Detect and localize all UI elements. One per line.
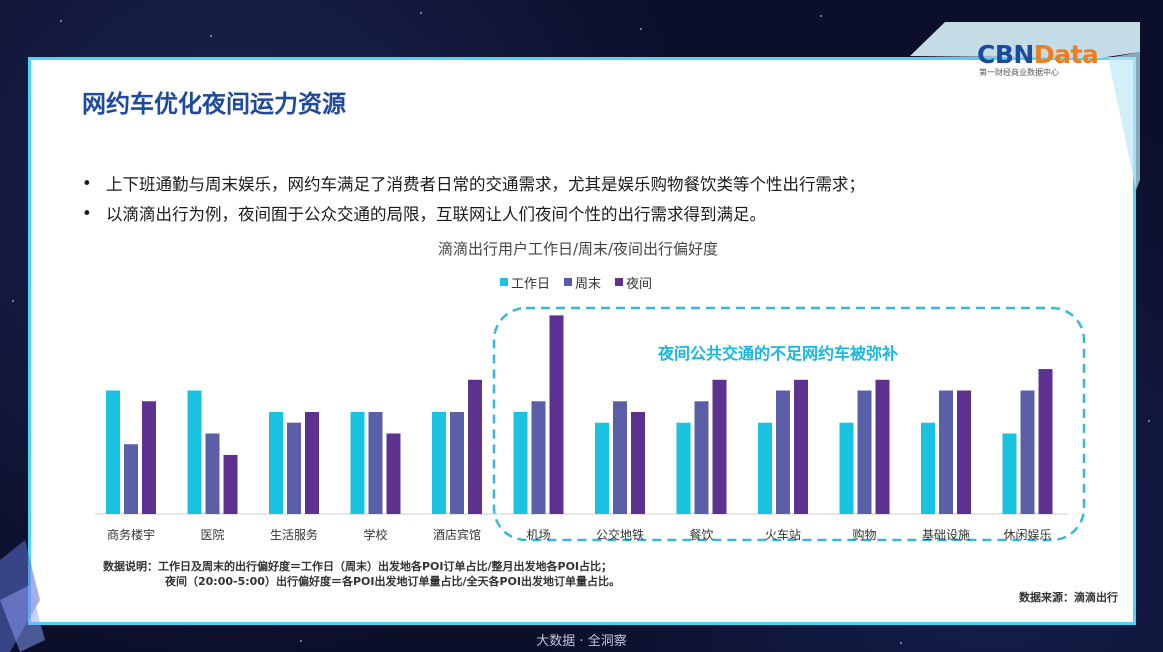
bar-夜间-购物	[875, 379, 890, 514]
bar-夜间-机场	[549, 315, 564, 514]
data-note-line1: 数据说明：工作日及周末的出行偏好度＝工作日（周末）出发地各POI订单占比/整月出…	[103, 559, 612, 573]
bar-周末-医院	[205, 433, 220, 514]
highlight-label: 夜间公共交通的不足网约车被弥补	[657, 344, 898, 363]
x-tick-label: 生活服务	[270, 527, 318, 542]
bar-工作日-商务楼宇	[106, 390, 120, 514]
bar-夜间-休闲娱乐	[1038, 369, 1053, 514]
bullet-text: 上下班通勤与周末娱乐，网约车满足了消费者日常的交通需求，尤其是娱乐购物餐饮类等个…	[106, 175, 865, 194]
page-title: 网约车优化夜间运力资源	[82, 90, 346, 118]
bar-工作日-酒店宾馆	[432, 412, 446, 514]
data-source: 数据来源：滴滴出行	[1019, 590, 1118, 604]
bar-工作日-火车站	[758, 422, 772, 514]
x-tick-label: 火车站	[765, 527, 801, 542]
bar-工作日-医院	[187, 390, 202, 514]
bullet-list: • 上下班通勤与周末娱乐，网约车满足了消费者日常的交通需求，尤其是娱乐购物餐饮类…	[82, 168, 865, 228]
x-tick-label: 餐饮	[689, 527, 713, 542]
legend-label: 工作日	[511, 277, 550, 292]
cbndata-logo: CBNData 第一财经商业数据中心	[977, 40, 1099, 78]
bullet-text: 以滴滴出行为例，夜间囿于公众交通的局限，互联网让人们夜间个性的出行需求得到满足。	[106, 205, 766, 224]
bullet-item: • 上下班通勤与周末娱乐，网约车满足了消费者日常的交通需求，尤其是娱乐购物餐饮类…	[82, 168, 865, 198]
bar-夜间-医院	[223, 454, 238, 514]
chart-legend: 工作日 周末 夜间	[500, 277, 652, 292]
logo-data: Data	[1033, 40, 1099, 69]
bar-夜间-基础设施	[957, 390, 971, 514]
legend-swatch	[500, 278, 508, 286]
bar-工作日-学校	[350, 412, 365, 514]
x-tick-labels: 商务楼宇 医院 生活服务 学校 酒店宾馆 机场 公交地铁 餐饮 火车站 购物 基础设施 休闲娱乐	[107, 527, 1052, 542]
bar-周末-公交地铁	[613, 401, 627, 514]
bar-工作日-基础设施	[921, 422, 935, 514]
bar-周末-休闲娱乐	[1020, 390, 1035, 514]
x-tick-label: 医院	[200, 528, 224, 542]
bar-夜间-公交地铁	[631, 412, 645, 514]
bar-夜间-生活服务	[305, 412, 319, 514]
x-tick-label: 学校	[363, 527, 387, 542]
bar-周末-基础设施	[939, 390, 953, 514]
bar-周末-购物	[857, 390, 872, 514]
legend-label: 夜间	[626, 277, 652, 292]
x-tick-label: 商务楼宇	[107, 527, 155, 542]
slide-panel	[28, 57, 1136, 625]
footer-slogan: 大数据 · 全洞察	[536, 634, 627, 649]
logo-subtitle: 第一财经商业数据中心	[979, 68, 1059, 77]
bar-周末-机场	[531, 401, 546, 514]
data-note-line2: 夜间（20:00-5:00）出行偏好度＝各POI出发地订单量占比/全天各POI出…	[164, 574, 620, 588]
bar-工作日-餐饮	[676, 422, 691, 514]
bar-周末-学校	[368, 412, 383, 514]
x-tick-label: 公交地铁	[596, 527, 644, 542]
legend-swatch	[615, 278, 623, 286]
bar-工作日-机场	[513, 412, 528, 514]
logo-cbn: CBN	[977, 40, 1034, 69]
bar-夜间-火车站	[794, 379, 808, 514]
bar-周末-生活服务	[287, 422, 301, 514]
x-tick-label: 酒店宾馆	[433, 527, 481, 542]
bullet-item: • 以滴滴出行为例，夜间囿于公众交通的局限，互联网让人们夜间个性的出行需求得到满…	[82, 198, 865, 228]
bar-工作日-公交地铁	[595, 422, 609, 514]
bullet-dot: •	[82, 173, 92, 193]
bar-工作日-生活服务	[269, 412, 283, 514]
bar-夜间-餐饮	[712, 379, 727, 514]
bar-工作日-购物	[839, 422, 854, 514]
x-tick-label: 休闲娱乐	[1003, 528, 1051, 542]
bar-group	[106, 315, 1053, 514]
bar-夜间-酒店宾馆	[468, 379, 482, 514]
x-tick-label: 机场	[526, 528, 550, 542]
bar-夜间-商务楼宇	[142, 401, 156, 514]
bar-周末-餐饮	[694, 401, 709, 514]
bullet-dot: •	[82, 203, 92, 223]
bar-周末-火车站	[776, 390, 790, 514]
chart-title: 滴滴出行用户工作日/周末/夜间出行偏好度	[438, 240, 718, 258]
bar-周末-商务楼宇	[124, 444, 138, 514]
x-tick-label: 购物	[852, 527, 876, 542]
bar-夜间-学校	[386, 433, 401, 514]
x-tick-label: 基础设施	[922, 528, 970, 542]
bar-周末-酒店宾馆	[450, 412, 464, 514]
legend-label: 周末	[575, 277, 601, 292]
legend-swatch	[564, 278, 572, 286]
bar-工作日-休闲娱乐	[1002, 433, 1017, 514]
highlight-dashed-box	[492, 306, 1086, 542]
